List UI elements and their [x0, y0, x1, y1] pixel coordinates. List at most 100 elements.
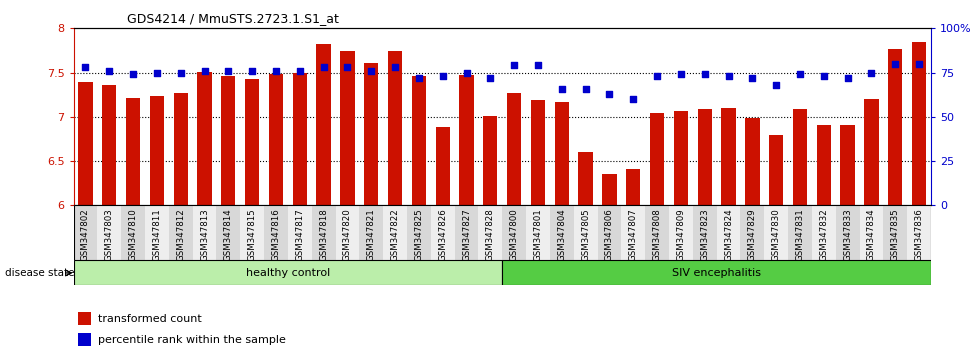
Point: [316, 64, 331, 70]
Bar: [507, 93, 521, 205]
Point: [197, 68, 213, 74]
Point: [149, 70, 165, 75]
Bar: [193, 205, 217, 260]
Bar: [745, 118, 760, 205]
Text: GSM347803: GSM347803: [105, 208, 114, 261]
Bar: [603, 175, 616, 205]
Text: GSM347802: GSM347802: [81, 208, 90, 261]
Text: GSM347836: GSM347836: [914, 208, 923, 261]
Point: [77, 64, 93, 70]
Point: [625, 96, 641, 102]
Bar: [125, 98, 140, 205]
Text: GSM347813: GSM347813: [200, 208, 209, 261]
Bar: [721, 108, 736, 205]
Text: GSM347811: GSM347811: [152, 208, 162, 261]
Bar: [217, 205, 240, 260]
Bar: [455, 205, 478, 260]
Bar: [764, 205, 788, 260]
Bar: [531, 100, 545, 205]
Point: [220, 68, 236, 74]
Bar: [102, 85, 117, 205]
Point: [459, 70, 474, 75]
Bar: [97, 205, 122, 260]
Text: GSM347832: GSM347832: [819, 208, 828, 261]
Bar: [888, 49, 903, 205]
Text: GSM347833: GSM347833: [843, 208, 853, 261]
Text: GSM347834: GSM347834: [867, 208, 876, 261]
Bar: [335, 205, 360, 260]
Bar: [769, 135, 783, 205]
Bar: [693, 205, 716, 260]
Point: [172, 70, 188, 75]
Bar: [645, 205, 669, 260]
Point: [792, 72, 808, 77]
Bar: [173, 93, 188, 205]
Bar: [716, 205, 741, 260]
Point: [364, 68, 379, 74]
Text: GSM347827: GSM347827: [462, 208, 471, 261]
Bar: [460, 75, 473, 205]
Bar: [883, 205, 907, 260]
Bar: [293, 74, 307, 205]
Text: healthy control: healthy control: [246, 268, 330, 278]
Text: GSM347814: GSM347814: [223, 208, 233, 261]
Bar: [526, 205, 550, 260]
Point: [745, 75, 760, 81]
Bar: [312, 205, 335, 260]
Bar: [478, 205, 502, 260]
Point: [530, 63, 546, 68]
Bar: [288, 205, 312, 260]
Text: GSM347820: GSM347820: [343, 208, 352, 261]
Bar: [811, 205, 836, 260]
Point: [269, 68, 284, 74]
Point: [125, 72, 141, 77]
Bar: [221, 76, 235, 205]
Point: [888, 61, 904, 67]
Text: GSM347808: GSM347808: [653, 208, 662, 261]
Bar: [412, 76, 426, 205]
Bar: [145, 205, 169, 260]
Bar: [431, 205, 455, 260]
Bar: [245, 79, 260, 205]
Point: [673, 72, 689, 77]
Point: [292, 68, 308, 74]
Bar: [859, 205, 883, 260]
Point: [411, 75, 426, 81]
Bar: [598, 205, 621, 260]
Text: GSM347807: GSM347807: [629, 208, 638, 261]
Bar: [78, 82, 92, 205]
Point: [768, 82, 784, 88]
Bar: [264, 205, 288, 260]
Text: GSM347825: GSM347825: [415, 208, 423, 261]
Bar: [383, 205, 407, 260]
Text: GSM347806: GSM347806: [605, 208, 613, 261]
Point: [554, 86, 569, 91]
Bar: [578, 152, 593, 205]
Point: [507, 63, 522, 68]
Bar: [793, 109, 808, 205]
Bar: [483, 116, 498, 205]
Text: GSM347824: GSM347824: [724, 208, 733, 261]
Text: GSM347816: GSM347816: [271, 208, 280, 261]
Bar: [317, 44, 331, 205]
Bar: [77, 333, 90, 346]
Point: [602, 91, 617, 97]
Point: [863, 70, 879, 75]
Point: [387, 64, 403, 70]
Bar: [360, 205, 383, 260]
Point: [816, 73, 832, 79]
Bar: [502, 260, 931, 285]
Bar: [74, 260, 502, 285]
Text: SIV encephalitis: SIV encephalitis: [672, 268, 761, 278]
Text: GSM347809: GSM347809: [676, 208, 685, 261]
Point: [340, 64, 356, 70]
Bar: [864, 99, 879, 205]
Bar: [407, 205, 431, 260]
Text: GSM347801: GSM347801: [533, 208, 543, 261]
Bar: [550, 205, 573, 260]
Text: GSM347810: GSM347810: [128, 208, 137, 261]
Text: GSM347804: GSM347804: [558, 208, 566, 261]
Point: [482, 75, 498, 81]
Point: [911, 61, 927, 67]
Bar: [197, 72, 212, 205]
